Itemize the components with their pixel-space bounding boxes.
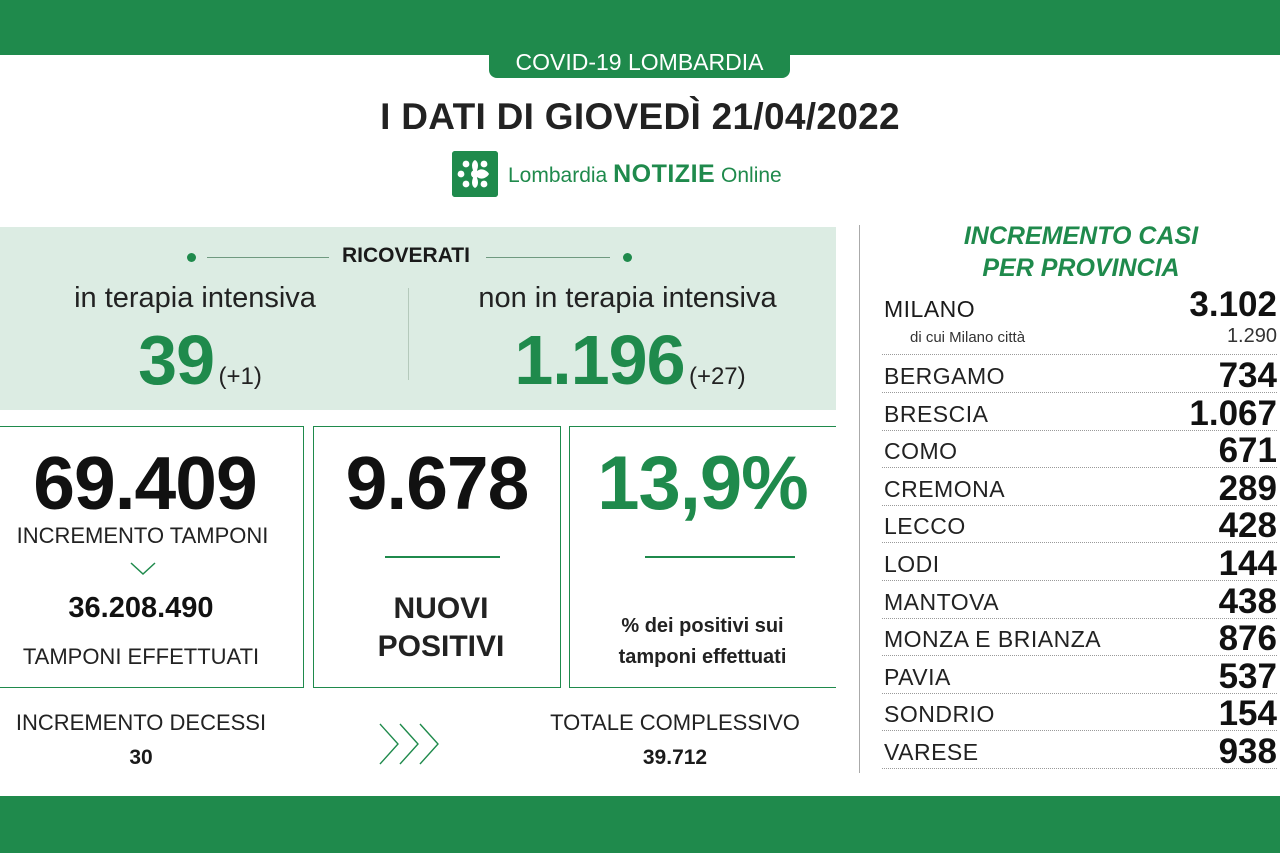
percentuale-box: [569, 426, 836, 688]
province-value: 3.102: [1189, 285, 1277, 324]
province-name: CREMONA: [884, 475, 1006, 502]
ricoverati-title: RICOVERATI: [342, 244, 470, 267]
province-name: BRESCIA: [884, 400, 989, 427]
tamponi-box: [0, 426, 304, 688]
province-row: LODI 144: [882, 542, 1277, 583]
province-value: 671: [1218, 431, 1277, 471]
section-badge: COVID-19 LOMBARDIA: [489, 46, 790, 78]
province-name: MANTOVA: [884, 588, 1000, 615]
tamponi-value: 69.409: [33, 441, 257, 525]
province-title: INCREMENTO CASI PER PROVINCIA: [880, 220, 1280, 284]
milano-citta-label: di cui Milano città: [910, 329, 1026, 346]
positivi-label-line1: NUOVI: [393, 592, 489, 625]
decessi-total-label: TOTALE COMPLESSIVO: [550, 710, 800, 735]
intensiva-label: in terapia intensiva: [74, 282, 316, 314]
non-intensiva-delta: (+27): [688, 363, 746, 390]
divider-dot-right: [623, 253, 632, 262]
province-row: COMO 671: [882, 429, 1277, 471]
decessi-value: 30: [129, 746, 153, 769]
province-value: 144: [1218, 544, 1277, 583]
province-row-milano: MILANO 3.102 di cui Milano città 1.290: [882, 285, 1277, 355]
ricoverati-divider: [408, 288, 409, 380]
province-row: MANTOVA 438: [882, 580, 1277, 621]
province-row: MONZA E BRIANZA 876: [882, 617, 1277, 659]
positivi-label-line2: POSITIVI: [377, 630, 505, 663]
province-name: COMO: [884, 438, 958, 465]
province-value: 876: [1218, 619, 1277, 659]
province-row: BRESCIA 1.067: [882, 392, 1277, 433]
province-value: 289: [1218, 468, 1277, 508]
lombardia-notizie-logo: Lombardia NOTIZIE Online: [452, 150, 782, 198]
province-row: LECCO 428: [882, 504, 1277, 546]
positivi-box: [313, 426, 561, 688]
decessi-total: 39.712: [642, 746, 708, 769]
chevron-down-icon: [130, 562, 156, 576]
divider-line-left: [207, 257, 329, 258]
triple-chevron-right-icon: [379, 723, 439, 765]
percentuale-label-line2: tamponi effettuati: [618, 646, 787, 668]
logo-brand: Lombardia: [508, 163, 608, 187]
province-row: VARESE 938: [882, 730, 1277, 771]
percentuale-label-line1: % dei positivi sui: [621, 615, 784, 637]
tamponi-total-label: TAMPONI EFFETTUATI: [22, 644, 260, 669]
province-value: 438: [1218, 581, 1277, 621]
positivi-divider: [385, 556, 500, 558]
percentuale-divider: [645, 556, 795, 558]
non-intensiva-figure: 1.196 (+27): [450, 320, 810, 400]
logo-notizie: NOTIZIE: [613, 159, 716, 188]
tamponi-total: 36.208.490: [68, 592, 214, 624]
intensiva-delta: (+1): [218, 363, 262, 390]
province-row: PAVIA 537: [882, 655, 1277, 696]
province-value: 428: [1218, 506, 1277, 546]
province-name: MILANO: [884, 296, 976, 322]
province-name: SONDRIO: [884, 701, 995, 728]
column-divider: [859, 225, 860, 773]
province-title-line1: INCREMENTO CASI: [963, 222, 1199, 250]
divider-dot-left: [187, 253, 196, 262]
non-intensiva-value: 1.196: [514, 321, 685, 399]
province-name: VARESE: [884, 739, 979, 765]
province-value: 1.067: [1189, 393, 1277, 433]
province-value: 734: [1218, 356, 1277, 395]
tamponi-label: INCREMENTO TAMPONI: [16, 523, 269, 548]
province-row: CREMONA 289: [882, 467, 1277, 508]
province-name: LODI: [884, 551, 940, 577]
divider-line-right: [486, 257, 610, 258]
province-name: MONZA E BRIANZA: [884, 626, 1102, 653]
province-value: 938: [1218, 732, 1277, 771]
percentuale-value: 13,9%: [597, 441, 809, 526]
rosa-camuna-icon: [452, 151, 498, 197]
bottom-band: [0, 796, 1280, 853]
intensiva-value: 39: [138, 321, 215, 399]
province-row: BERGAMO 734: [882, 354, 1277, 395]
province-value: 154: [1218, 694, 1277, 734]
top-band: [0, 0, 1280, 55]
province-name: BERGAMO: [884, 363, 1006, 389]
milano-citta-value: 1.290: [1226, 325, 1277, 347]
province-row: SONDRIO 154: [882, 692, 1277, 734]
positivi-value: 9.678: [345, 441, 530, 525]
province-name: LECCO: [884, 513, 966, 540]
intensiva-figure: 39 (+1): [0, 320, 400, 400]
non-intensiva-label: non in terapia intensiva: [478, 282, 777, 314]
ricoverati-panel: [0, 227, 836, 410]
page-title: I DATI DI GIOVEDÌ 21/04/2022: [380, 96, 900, 137]
decessi-label: INCREMENTO DECESSI: [15, 710, 267, 735]
province-value: 537: [1218, 656, 1277, 696]
province-name: PAVIA: [884, 663, 951, 690]
province-title-line2: PER PROVINCIA: [982, 254, 1180, 282]
logo-online: Online: [721, 163, 782, 187]
